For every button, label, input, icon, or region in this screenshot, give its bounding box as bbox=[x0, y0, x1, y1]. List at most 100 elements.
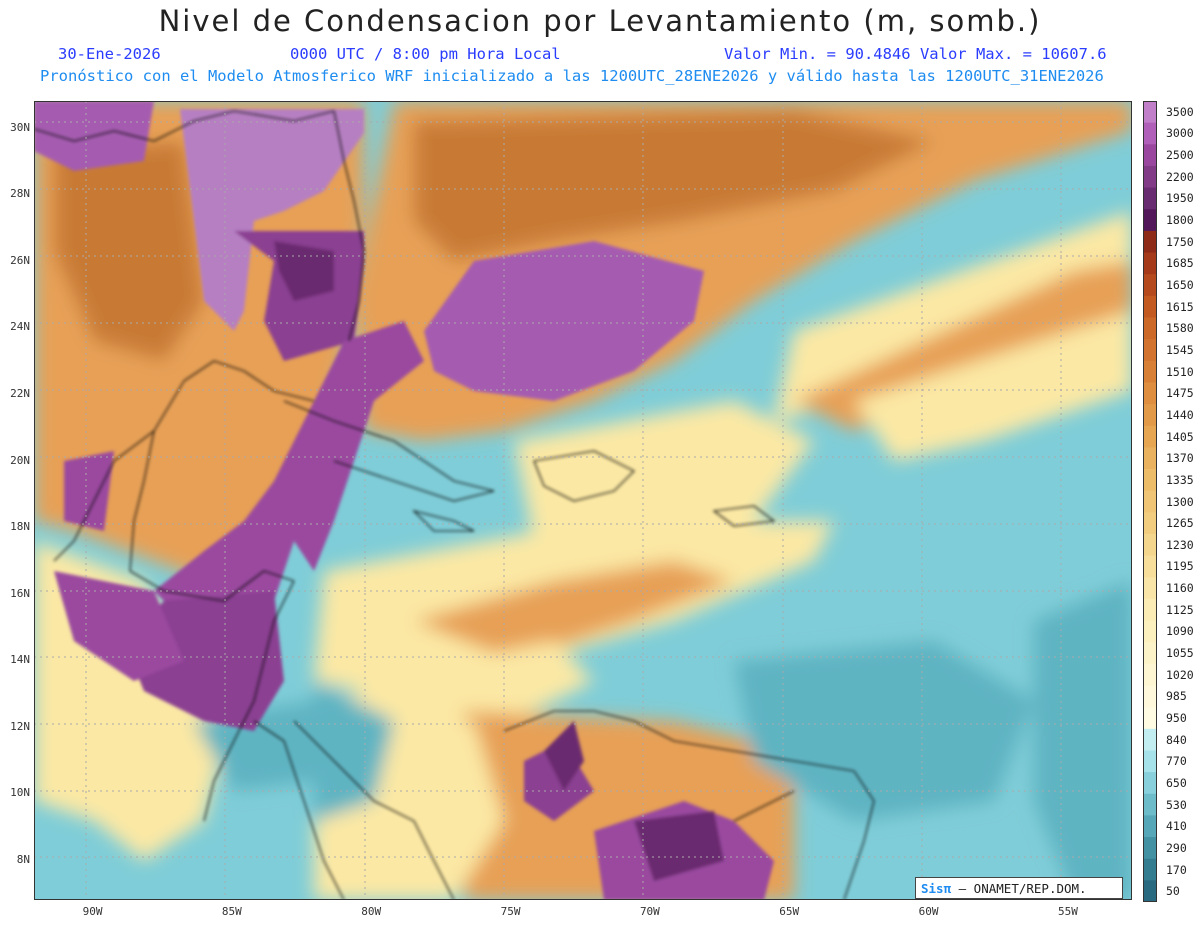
lat-label: 28N bbox=[10, 187, 30, 201]
colorbar-swatch bbox=[1143, 425, 1157, 448]
colorbar-label: 50 bbox=[1166, 884, 1180, 899]
colorbar-swatch bbox=[1143, 360, 1157, 383]
colorbar-swatch bbox=[1143, 469, 1157, 492]
colorbar-label: 1615 bbox=[1166, 299, 1194, 314]
colorbar-swatch bbox=[1143, 620, 1157, 643]
colorbar-label: 1125 bbox=[1166, 602, 1194, 617]
colorbar-label: 1090 bbox=[1166, 624, 1194, 639]
colorbar-label: 1020 bbox=[1166, 667, 1194, 682]
lat-label: 26N bbox=[10, 253, 30, 267]
lon-label: 60W bbox=[918, 905, 939, 918]
colorbar-label: 1370 bbox=[1166, 451, 1194, 466]
lon-label: 85W bbox=[221, 905, 242, 918]
lat-label: 22N bbox=[10, 386, 30, 400]
forecast-model-info: Pronóstico con el Modelo Atmosferico WRF… bbox=[40, 67, 1104, 85]
colorbar-swatch bbox=[1143, 685, 1157, 708]
colorbar-label: 1475 bbox=[1166, 386, 1194, 401]
colorbar-label: 1545 bbox=[1166, 342, 1194, 357]
lcl-map bbox=[34, 101, 1132, 900]
colorbar-label: 1335 bbox=[1166, 472, 1194, 487]
colorbar-swatch bbox=[1143, 165, 1157, 189]
colorbar-swatch bbox=[1143, 512, 1157, 535]
colorbar-swatch bbox=[1143, 274, 1157, 297]
grid-lines bbox=[34, 101, 1132, 900]
colorbar-label: 1160 bbox=[1166, 581, 1194, 596]
colorbar-swatch bbox=[1143, 295, 1157, 318]
colorbar-label: 1685 bbox=[1166, 256, 1194, 271]
colorbar-swatch bbox=[1143, 728, 1157, 751]
colorbar-swatch bbox=[1143, 815, 1157, 838]
colorbar-label: 3500 bbox=[1166, 104, 1194, 119]
colorbar-label: 530 bbox=[1166, 797, 1187, 812]
lon-label: 55W bbox=[1057, 905, 1078, 918]
lat-label: 24N bbox=[10, 320, 30, 334]
colorbar-label: 290 bbox=[1166, 840, 1187, 855]
lon-label: 75W bbox=[500, 905, 521, 918]
colorbar-label: 650 bbox=[1166, 775, 1187, 790]
lat-label: 12N bbox=[10, 719, 30, 733]
lat-label: 20N bbox=[10, 453, 30, 467]
colorbar-swatch bbox=[1143, 793, 1157, 816]
colorbar-label: 2200 bbox=[1166, 169, 1194, 184]
colorbar-label: 410 bbox=[1166, 819, 1187, 834]
colorbar-label: 950 bbox=[1166, 710, 1187, 725]
lat-label: 16N bbox=[10, 586, 30, 600]
map-title: Nivel de Condensacion por Levantamiento … bbox=[158, 4, 1042, 38]
colorbar-label: 3000 bbox=[1166, 126, 1194, 141]
colorbar-swatch bbox=[1143, 880, 1157, 902]
colorbar-label: 1055 bbox=[1166, 646, 1194, 661]
credit-box: Sisπ – ONAMET/REP.DOM. bbox=[915, 877, 1123, 899]
colorbar bbox=[1143, 101, 1157, 902]
colorbar-swatch bbox=[1143, 122, 1157, 145]
colorbar-swatch bbox=[1143, 209, 1157, 232]
colorbar-swatch bbox=[1143, 577, 1157, 600]
colorbar-swatch bbox=[1143, 642, 1157, 665]
lat-label: 14N bbox=[10, 653, 30, 667]
lat-label: 30N bbox=[10, 120, 30, 134]
colorbar-label: 1440 bbox=[1166, 407, 1194, 422]
colorbar-label: 2500 bbox=[1166, 148, 1194, 163]
colorbar-swatch bbox=[1143, 230, 1157, 254]
colorbar-swatch bbox=[1143, 555, 1157, 578]
colorbar-swatch bbox=[1143, 382, 1157, 405]
value-min-max: Valor Min. = 90.4846 Valor Max. = 10607.… bbox=[724, 45, 1107, 63]
colorbar-swatch bbox=[1143, 858, 1157, 881]
forecast-date: 30-Ene-2026 bbox=[58, 45, 161, 63]
colorbar-swatch bbox=[1143, 750, 1157, 773]
credit-text: – ONAMET/REP.DOM. bbox=[951, 881, 1087, 896]
colorbar-swatch bbox=[1143, 101, 1157, 124]
colorbar-swatch bbox=[1143, 317, 1157, 340]
lon-label: 90W bbox=[82, 905, 103, 918]
colorbar-swatch bbox=[1143, 772, 1157, 795]
colorbar-swatch bbox=[1143, 187, 1157, 210]
colorbar-label: 1950 bbox=[1166, 191, 1194, 206]
colorbar-label: 170 bbox=[1166, 862, 1187, 877]
colorbar-label: 1265 bbox=[1166, 516, 1194, 531]
colorbar-swatch bbox=[1143, 339, 1157, 362]
colorbar-swatch bbox=[1143, 404, 1157, 427]
lat-label: 10N bbox=[10, 786, 30, 800]
colorbar-label: 1230 bbox=[1166, 537, 1194, 552]
lon-label: 70W bbox=[639, 905, 660, 918]
field-fills bbox=[34, 101, 1132, 900]
lat-label: 18N bbox=[10, 520, 30, 534]
map-frame bbox=[34, 101, 1132, 900]
sispi-logo-text: Sisπ bbox=[921, 881, 952, 896]
colorbar-swatch bbox=[1143, 837, 1157, 860]
colorbar-swatch bbox=[1143, 447, 1157, 470]
colorbar-frame bbox=[1143, 101, 1157, 902]
colorbar-label: 1580 bbox=[1166, 321, 1194, 336]
colorbar-label: 1650 bbox=[1166, 278, 1194, 292]
colorbar-swatch bbox=[1143, 490, 1157, 513]
colorbar-swatch bbox=[1143, 144, 1157, 167]
purple-regions bbox=[34, 101, 774, 900]
lon-label: 80W bbox=[361, 905, 382, 918]
colorbar-label: 1510 bbox=[1166, 364, 1194, 379]
colorbar-swatch bbox=[1143, 707, 1157, 730]
colorbar-label: 1750 bbox=[1166, 234, 1194, 249]
forecast-time: 0000 UTC / 8:00 pm Hora Local bbox=[290, 45, 561, 63]
lon-label: 65W bbox=[779, 905, 800, 918]
colorbar-label: 1800 bbox=[1166, 213, 1194, 228]
colorbar-label: 840 bbox=[1166, 732, 1187, 747]
colorbar-swatch bbox=[1143, 598, 1157, 622]
